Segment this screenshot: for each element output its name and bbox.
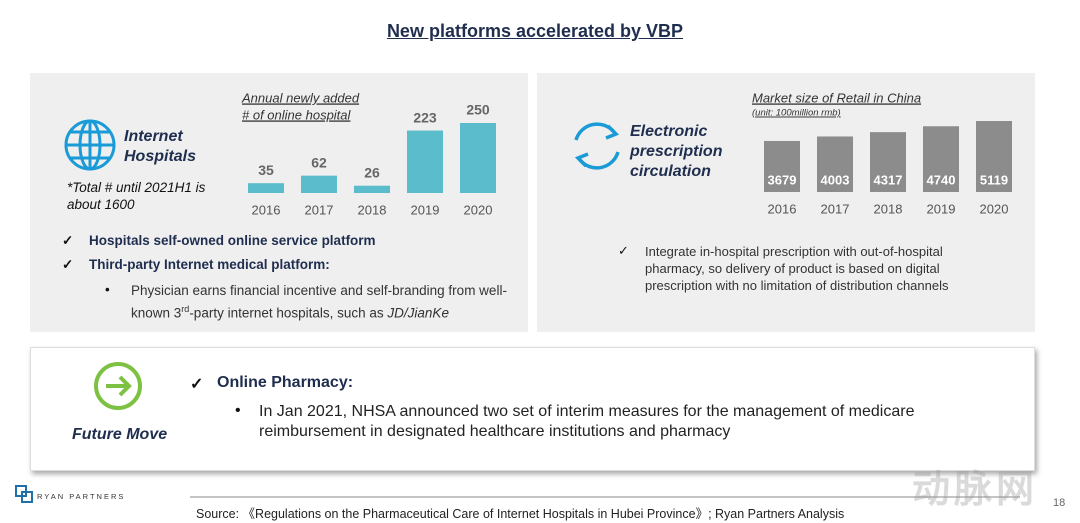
arrow-icon <box>94 362 142 410</box>
data-label: 4317 <box>874 172 903 187</box>
x-tick-label: 2018 <box>358 202 387 217</box>
data-label: 3679 <box>768 172 797 187</box>
chart-subtitle: (unit: 100million rmb) <box>752 108 841 119</box>
dot: • <box>235 402 241 419</box>
superscript: rd <box>181 304 190 314</box>
watermark: 动脉网 <box>912 469 1039 511</box>
bullet: Integrate in-hospital prescription with … <box>645 244 949 293</box>
data-label: 4740 <box>927 172 956 187</box>
refresh-icon <box>574 122 620 170</box>
chart-title: Market size of Retail in China <box>752 90 921 105</box>
bullet: In Jan 2021, NHSA announced two set of i… <box>259 403 915 440</box>
bar <box>407 130 443 193</box>
data-label: 223 <box>413 109 437 125</box>
x-tick-label: 2017 <box>821 201 850 216</box>
bar <box>764 140 800 192</box>
source: Source: 《Regulations on the Pharmaceutic… <box>196 507 845 521</box>
data-label: 26 <box>364 164 380 180</box>
data-label: 5119 <box>980 172 1008 187</box>
text: Physician earns financial incentive and … <box>131 283 507 321</box>
bullet: Hospitals self-owned online service plat… <box>89 233 376 248</box>
panel-heading: Electronic prescription circulation <box>630 123 723 180</box>
data-label: 4003 <box>821 172 850 187</box>
logo-icon <box>15 485 33 503</box>
slide-title: New platforms accelerated by VBP <box>386 21 684 41</box>
text: -party internet hospitals, such as <box>189 305 388 321</box>
check: ✓ <box>618 243 629 258</box>
bullet: Third-party Internet medical platform: <box>89 257 330 272</box>
right-panel <box>537 73 1035 332</box>
x-tick-label: 2016 <box>768 201 797 216</box>
chart-title: Annual newly added <box>241 90 360 105</box>
bar <box>923 126 959 192</box>
bar <box>870 132 906 192</box>
logo-text: RYAN PARTNERS <box>37 492 126 501</box>
x-tick-label: 2018 <box>874 201 903 216</box>
bar <box>301 175 337 193</box>
sub-bullet: Physician earns financial incentive and … <box>131 282 516 323</box>
text: JD/JianKe <box>387 305 449 321</box>
globe-icon <box>64 119 116 171</box>
chart-title: # of online hospital <box>242 107 352 122</box>
heading: Online Pharmacy: <box>217 374 354 391</box>
dot: • <box>105 282 110 297</box>
data-label: 35 <box>258 162 274 178</box>
x-tick-label: 2020 <box>464 202 493 217</box>
panel-heading: Internet Hospitals <box>124 128 197 165</box>
bar <box>354 185 390 193</box>
x-tick-label: 2019 <box>411 202 440 217</box>
x-tick-label: 2016 <box>252 202 281 217</box>
x-tick-label: 2020 <box>980 201 1009 216</box>
page-number: 18 <box>1053 497 1066 509</box>
check: ✓ <box>190 376 204 393</box>
label: Future Move <box>72 426 168 443</box>
data-label: 250 <box>466 102 490 118</box>
bar <box>460 123 496 193</box>
bar <box>817 136 853 192</box>
data-label: 62 <box>311 154 327 170</box>
bar <box>976 121 1012 192</box>
x-tick-label: 2017 <box>305 202 334 217</box>
x-tick-label: 2019 <box>927 201 956 216</box>
note: *Total # until 2021H1 is about 1600 <box>67 180 206 212</box>
check: ✓ <box>62 257 74 272</box>
bottom-panel <box>30 347 1035 471</box>
left-panel <box>30 73 528 332</box>
check: ✓ <box>62 233 74 248</box>
bar <box>248 183 284 193</box>
